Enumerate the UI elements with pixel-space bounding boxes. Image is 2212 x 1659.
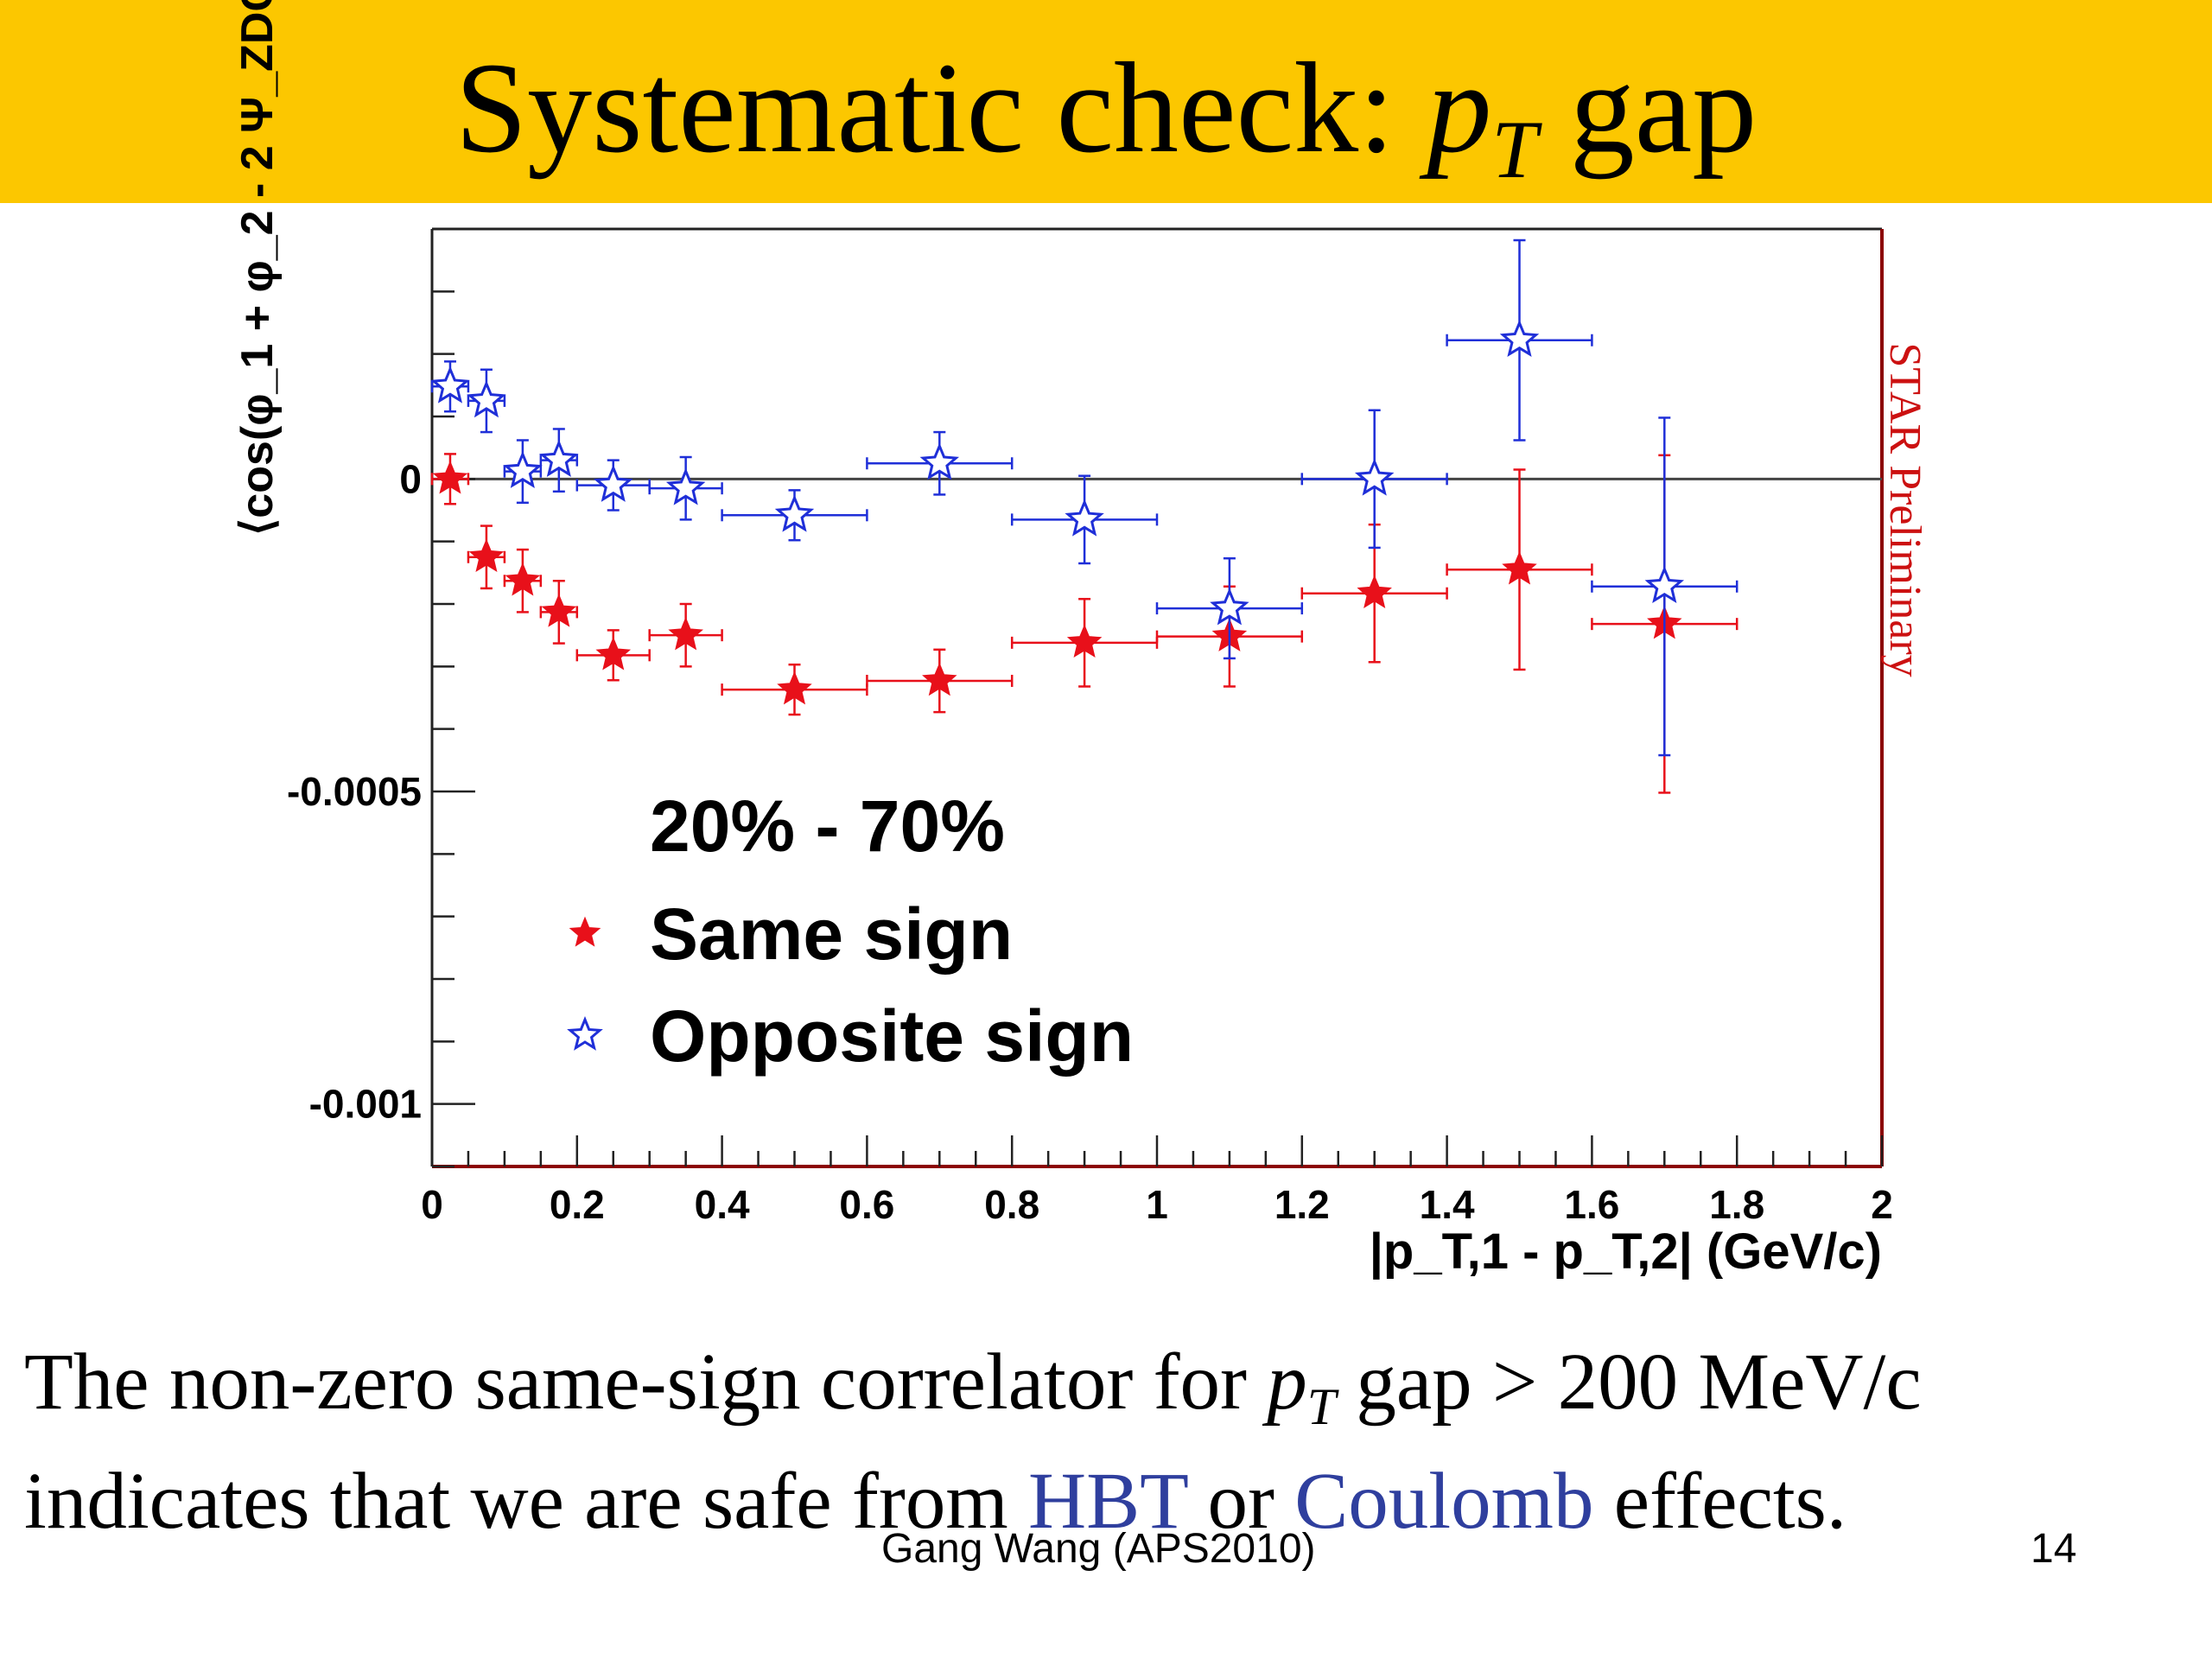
data-point-same-sign: [595, 636, 632, 671]
data-point-same-sign: [505, 562, 541, 596]
opposite-sign-series: [430, 238, 1738, 757]
data-point-opposite-sign: [1065, 499, 1104, 537]
x-tick-label: 1.6: [1564, 1182, 1619, 1227]
data-point-opposite-sign: [467, 380, 506, 418]
x-tick-label: 1.2: [1274, 1182, 1330, 1227]
data-point-same-sign: [1066, 624, 1103, 658]
legend-marker-same-sign: [569, 916, 601, 947]
data-point-opposite-sign: [665, 467, 706, 505]
coulomb-link[interactable]: Coulomb: [1294, 1457, 1594, 1546]
legend-title: 20% - 70%: [650, 785, 1005, 867]
data-point-opposite-sign: [919, 442, 960, 480]
title-suffix: gap: [1537, 36, 1758, 180]
data-point-same-sign: [468, 538, 505, 572]
data-point-opposite-sign: [1644, 565, 1685, 604]
caption-text: effects.: [1593, 1457, 1847, 1546]
x-tick-label: 0: [421, 1182, 443, 1227]
y-tick-label: -0.001: [309, 1082, 422, 1127]
y-axis-label: ⟨cos(φ_1 + φ_2 - 2 Ψ_ZDC)⟩: [232, 0, 283, 536]
caption-line-1: The non-zero same-sign correlator for pT…: [24, 1335, 2184, 1454]
x-tick-label: 0.8: [984, 1182, 1039, 1227]
legend-label: Same sign: [650, 893, 1013, 975]
footer-author: Gang Wang (APS2010): [881, 1526, 1316, 1572]
legend-label: Opposite sign: [650, 995, 1134, 1077]
data-series: [430, 238, 1738, 794]
caption-text: gap > 200 MeV/c: [1336, 1338, 1922, 1427]
data-point-opposite-sign: [1210, 588, 1249, 626]
y-tick-label: 0: [399, 456, 422, 501]
data-point-same-sign: [777, 671, 812, 705]
data-point-opposite-sign: [430, 365, 470, 404]
data-point-opposite-sign: [1354, 458, 1395, 496]
axes: 0 0.2 0.4 0.6 0.8 1 1.2 1.4 1.6 1.8 2 0 -0.0005 -0.00…: [287, 227, 1893, 1227]
caption-text: indicates that we are safe from: [24, 1457, 1028, 1546]
data-point-same-sign: [541, 594, 577, 627]
data-point-same-sign: [432, 460, 468, 494]
caption-var: p: [1267, 1338, 1307, 1427]
legend-marker-opposite-sign: [567, 1016, 603, 1051]
slide-title: Systematic check: pT gap: [0, 39, 2212, 219]
title-prefix: Systematic check:: [454, 36, 1427, 180]
caption-line-2: indicates that we are safe from HBT or C…: [24, 1454, 2184, 1549]
data-point-opposite-sign: [774, 494, 815, 532]
x-tick-label: 0.6: [839, 1182, 894, 1227]
data-point-same-sign: [1502, 550, 1537, 585]
caption-text: or: [1187, 1457, 1295, 1546]
x-tick-label: 2: [1871, 1182, 1893, 1227]
data-point-opposite-sign: [539, 439, 579, 477]
x-tick-label: 0.4: [695, 1182, 750, 1227]
title-var: p: [1427, 36, 1492, 180]
caption: The non-zero same-sign correlator for pT…: [24, 1335, 2184, 1549]
caption-text: The non-zero same-sign correlator for: [24, 1338, 1268, 1427]
y-tick-label: -0.0005: [287, 769, 422, 814]
title-sub: T: [1491, 104, 1538, 195]
data-point-opposite-sign: [503, 450, 543, 488]
title-bar: Systematic check: pT gap: [0, 0, 2212, 203]
data-point-same-sign: [668, 616, 703, 651]
footer-page-number: 14: [2031, 1526, 2077, 1572]
data-point-same-sign: [1357, 575, 1392, 608]
x-tick-label: 1: [1146, 1182, 1168, 1227]
x-axis-label: |p_T,1 - p_T,2| (GeV/c): [1370, 1224, 1882, 1280]
x-tick-label: 1.8: [1709, 1182, 1764, 1227]
hbt-link[interactable]: HBT: [1027, 1457, 1188, 1546]
data-point-opposite-sign: [1499, 319, 1540, 358]
data-point-opposite-sign: [593, 464, 633, 502]
legend: 20% - 70% Same sign Opposite sign: [567, 785, 1134, 1077]
star-preliminary-watermark: STAR Preliminary: [1880, 342, 1929, 677]
data-point-same-sign: [922, 662, 957, 696]
x-tick-label: 0.2: [550, 1182, 605, 1227]
caption-sub: T: [1306, 1378, 1337, 1435]
x-tick-label: 1.4: [1420, 1182, 1475, 1227]
